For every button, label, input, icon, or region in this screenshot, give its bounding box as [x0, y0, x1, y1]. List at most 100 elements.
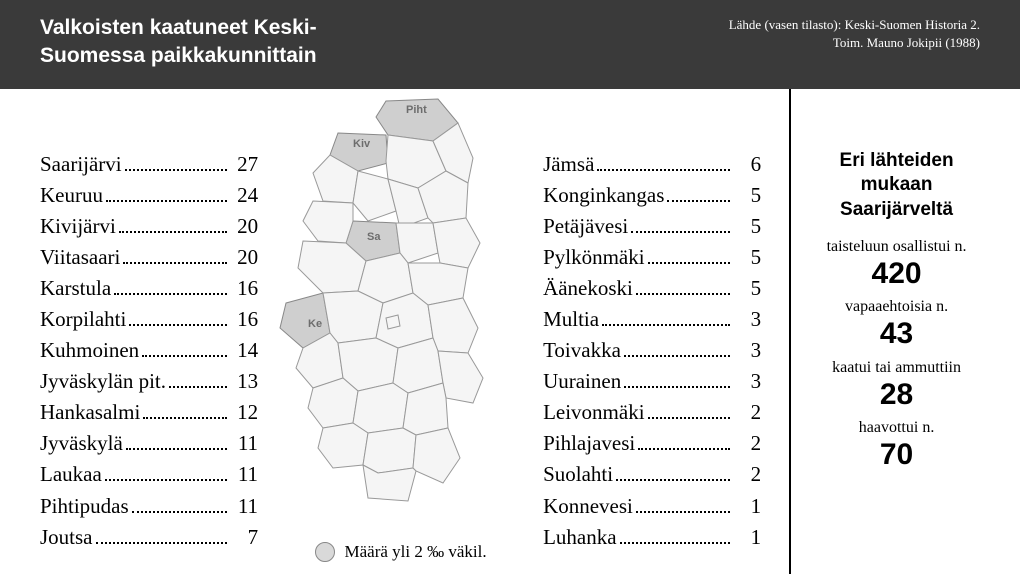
leader-dots [126, 448, 227, 450]
stat-row: Keuruu 24 [40, 180, 258, 211]
stat-name: Konginkangas [543, 180, 664, 211]
stat-value: 5 [733, 180, 761, 211]
leader-dots [123, 262, 227, 264]
stat-name: Pihlajavesi [543, 428, 635, 459]
stat-value: 7 [230, 522, 258, 553]
leader-dots [602, 324, 730, 326]
region-map: Piht Kiv Sa Ke [268, 93, 533, 513]
leader-dots [106, 200, 227, 202]
map-label-piht: Piht [406, 104, 427, 116]
stat-row: Viitasaari20 [40, 242, 258, 273]
sidebar-number: 43 [813, 317, 980, 352]
leader-dots [114, 293, 227, 295]
stat-value: 12 [230, 397, 258, 428]
stat-row: Kuhmoinen14 [40, 335, 258, 366]
stat-row: Laukaa 11 [40, 459, 258, 490]
stat-row: Petäjävesi5 [543, 211, 761, 242]
stat-value: 16 [230, 304, 258, 335]
stat-name: Viitasaari [40, 242, 120, 273]
stats-column-right: Jämsä6Konginkangas 5Petäjävesi5Pylkönmäki… [543, 89, 761, 574]
stat-value: 2 [733, 397, 761, 428]
stat-row: Pihlajavesi 2 [543, 428, 761, 459]
leader-dots [96, 542, 228, 544]
leader-dots [119, 231, 227, 233]
leader-dots [638, 448, 730, 450]
leader-dots [667, 200, 730, 202]
leader-dots [143, 417, 227, 419]
leader-dots [636, 511, 730, 513]
leader-dots [636, 293, 730, 295]
stat-value: 11 [230, 491, 258, 522]
stat-row: Jämsä6 [543, 149, 761, 180]
leader-dots [125, 169, 227, 171]
stat-name: Suolahti [543, 459, 613, 490]
leader-dots [624, 386, 730, 388]
stat-value: 2 [733, 428, 761, 459]
stat-value: 1 [733, 522, 761, 553]
stat-name: Multia [543, 304, 599, 335]
stat-value: 3 [733, 304, 761, 335]
stat-value: 24 [230, 180, 258, 211]
stat-name: Jämsä [543, 149, 594, 180]
stat-row: Suolahti 2 [543, 459, 761, 490]
stat-name: Äänekoski [543, 273, 633, 304]
stat-row: Uurainen 3 [543, 366, 761, 397]
leader-dots [597, 169, 730, 171]
stat-row: Äänekoski5 [543, 273, 761, 304]
stat-name: Petäjävesi [543, 211, 628, 242]
stat-name: Saarijärvi [40, 149, 122, 180]
leader-dots [648, 262, 731, 264]
sidebar-heading: Eri lähteiden mukaan Saarijärveltä [813, 149, 980, 223]
stat-name: Pihtipudas [40, 491, 129, 522]
stat-row: Pihtipudas 11 [40, 491, 258, 522]
stat-name: Jyväskylä [40, 428, 123, 459]
stat-name: Kivijärvi [40, 211, 116, 242]
leader-dots [129, 324, 227, 326]
source-citation: Lähde (vasen tilasto): Keski-Suomen Hist… [720, 16, 980, 52]
stat-row: Pylkönmäki5 [543, 242, 761, 273]
stat-name: Konnevesi [543, 491, 633, 522]
stat-name: Luhanka [543, 522, 616, 553]
stat-value: 3 [733, 335, 761, 366]
stat-row: Saarijärvi 27 [40, 149, 258, 180]
legend-text: Määrä yli 2 ‰ väkil. [345, 542, 487, 562]
stat-row: Luhanka 1 [543, 522, 761, 553]
leader-dots [616, 479, 730, 481]
sidebar-number: 420 [813, 257, 980, 292]
sidebar-label: kaatui tai ammuttiin [813, 358, 980, 378]
content: Saarijärvi27Keuruu24Kivijärvi20Viitasaar… [0, 89, 1020, 574]
stat-value: 2 [733, 459, 761, 490]
stat-name: Pylkönmäki [543, 242, 645, 273]
stat-row: Hankasalmi 12 [40, 397, 258, 428]
stat-name: Hankasalmi [40, 397, 140, 428]
leader-dots [169, 386, 227, 388]
stat-value: 3 [733, 366, 761, 397]
page-title: Valkoisten kaatuneet Keski-Suomessa paik… [40, 14, 390, 71]
stat-row: Kivijärvi20 [40, 211, 258, 242]
stat-name: Karstula [40, 273, 111, 304]
sidebar-label: taisteluun osallistui n. [813, 237, 980, 257]
sidebar-number: 70 [813, 438, 980, 473]
stat-value: 11 [230, 428, 258, 459]
stat-row: Toivakka 3 [543, 335, 761, 366]
sidebar-label: vapaaehtoisia n. [813, 297, 980, 317]
stat-row: Korpilahti16 [40, 304, 258, 335]
header: Valkoisten kaatuneet Keski-Suomessa paik… [0, 0, 1020, 89]
legend-swatch [315, 542, 335, 562]
stat-name: Keuruu [40, 180, 103, 211]
map-area: Piht Kiv Sa Ke Määrä yli 2 ‰ väkil. [268, 89, 533, 574]
stat-name: Kuhmoinen [40, 335, 139, 366]
leader-dots [132, 511, 227, 513]
sidebar-label: haavottui n. [813, 418, 980, 438]
stat-value: 11 [230, 459, 258, 490]
stat-name: Laukaa [40, 459, 102, 490]
stat-name: Uurainen [543, 366, 621, 397]
stat-name: Toivakka [543, 335, 621, 366]
stat-row: Multia 3 [543, 304, 761, 335]
leader-dots [648, 417, 731, 419]
map-label-ke: Ke [308, 318, 322, 330]
stat-row: Leivonmäki2 [543, 397, 761, 428]
stat-row: Joutsa7 [40, 522, 258, 553]
leader-dots [624, 355, 730, 357]
stat-value: 27 [230, 149, 258, 180]
